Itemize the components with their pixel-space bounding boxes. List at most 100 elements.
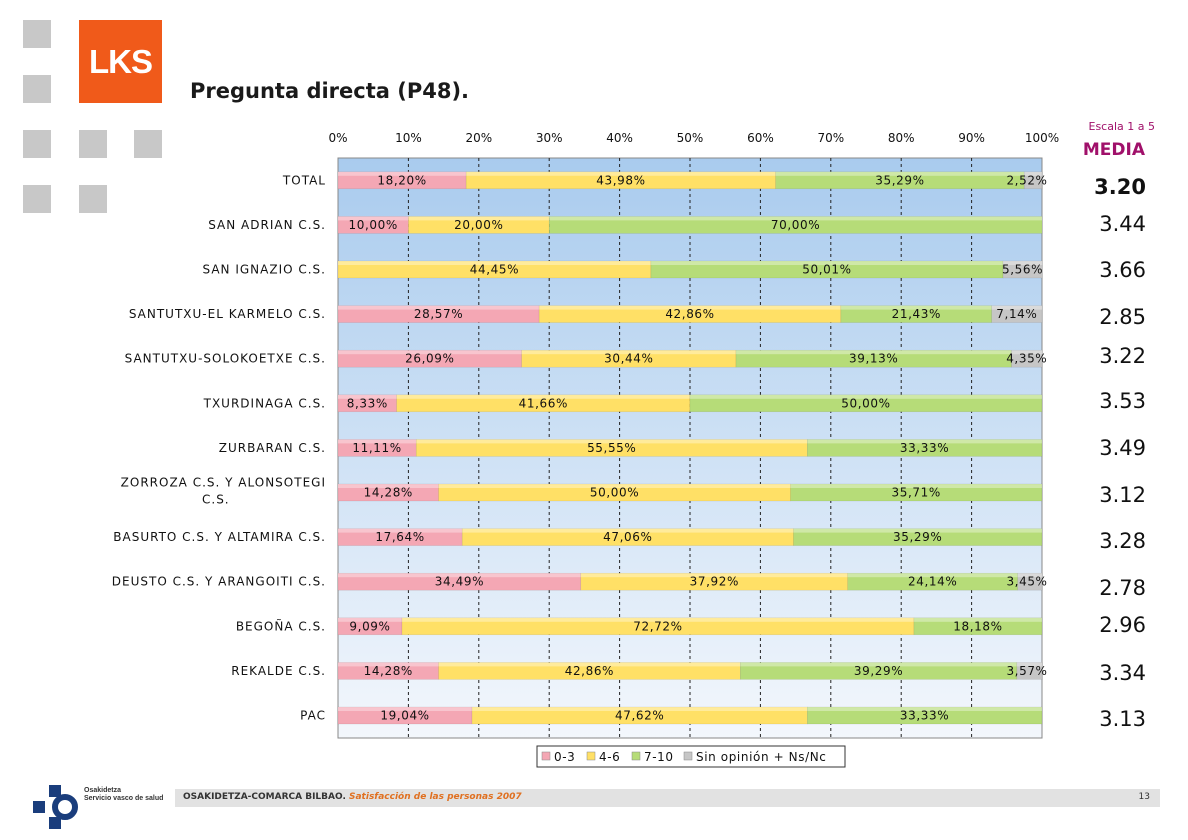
legend-label: Sin opinión + Ns/Nc: [696, 750, 826, 764]
bar-highlight: [338, 439, 417, 444]
x-tick-label: 50%: [677, 131, 704, 145]
lks-logo: LKS: [79, 20, 162, 103]
bar-highlight: [775, 171, 1025, 176]
osakidetza-name: Osakidetza Servicio vasco de salud: [84, 787, 163, 803]
data-label: 24,14%: [908, 575, 957, 589]
data-label: 47,62%: [615, 709, 664, 723]
data-label: 14,28%: [364, 664, 413, 678]
mean-value: 3.22: [1099, 344, 1146, 368]
legend-label: 7-10: [644, 750, 674, 764]
data-label: 33,33%: [900, 441, 949, 455]
data-label: 37,92%: [690, 575, 739, 589]
data-label: 34,49%: [435, 575, 484, 589]
scale-note: Escala 1 a 5: [1088, 120, 1156, 133]
data-label: 5,56%: [1002, 263, 1043, 277]
osakidetza-line2: Servicio vasco de salud: [84, 795, 164, 802]
bar-highlight: [1017, 573, 1042, 578]
data-label: 70,00%: [771, 218, 820, 232]
bar-segment: [793, 528, 1043, 546]
category-label: SAN IGNAZIO C.S.: [202, 263, 326, 277]
data-label: 19,04%: [380, 709, 429, 723]
x-tick-label: 0%: [328, 131, 347, 145]
bar-highlight: [338, 394, 397, 399]
legend-label: 0-3: [554, 750, 575, 764]
bar-highlight: [438, 484, 791, 488]
footer-text: OSAKIDETZA-COMARCA BILBAO. Satisfacción …: [183, 792, 522, 802]
bar-segment: [1002, 260, 1043, 279]
bar-segment: [913, 617, 1043, 636]
footer-org: OSAKIDETZA-COMARCA BILBAO.: [183, 792, 346, 802]
data-label: 42,86%: [665, 307, 714, 321]
category-label: DEUSTO C.S. Y ARANGOITI C.S.: [112, 575, 326, 589]
mean-value: 3.28: [1099, 529, 1146, 553]
legend-swatch: [586, 751, 596, 761]
bar-highlight: [807, 439, 1042, 444]
deco-square: [23, 20, 51, 48]
bar-segment: [991, 305, 1043, 323]
category-label: TXURDINAGA C.S.: [203, 396, 326, 410]
data-label: 39,29%: [854, 664, 903, 678]
data-label: 3,57%: [1006, 664, 1047, 678]
data-label: 11,11%: [352, 441, 401, 455]
bar-segment: [548, 216, 1043, 234]
bar-highlight: [416, 439, 808, 444]
stacked-bar-chart: 0% 10% 20% 30% 40% 50% 60% 70% 80% 90% 100% TOTAL S…: [112, 131, 1059, 768]
bar-segment: [1023, 171, 1043, 190]
data-label: 50,01%: [802, 263, 851, 277]
data-label: 41,66%: [519, 396, 568, 410]
data-label: 72,72%: [633, 619, 682, 633]
category-label: SAN ADRIAN C.S.: [208, 218, 326, 232]
mean-value: 3.34: [1099, 661, 1146, 685]
x-tick-label: 100%: [1025, 131, 1059, 145]
deco-square: [23, 75, 51, 103]
data-labels: 18,20% 43,98% 35,29% 2,52% 10,00% 20,00% 70,00…: [347, 173, 1047, 723]
bar-highlight: [462, 528, 794, 533]
x-tick-label: 70%: [817, 131, 844, 145]
data-label: 50,00%: [590, 486, 639, 500]
data-label: 47,06%: [603, 530, 652, 544]
data-label: 21,43%: [892, 307, 941, 321]
data-label: 35,29%: [893, 530, 942, 544]
bar-segment: [807, 706, 1043, 725]
data-label: 7,14%: [996, 307, 1037, 321]
x-tick-label: 40%: [606, 131, 633, 145]
data-label: 26,09%: [405, 352, 454, 366]
category-label: ZORROZA C.S. Y ALONSOTEGI: [121, 476, 326, 490]
bar-highlight: [438, 662, 741, 667]
category-label-line2: C.S.: [202, 493, 230, 507]
data-label: 33,33%: [900, 709, 949, 723]
data-label: 42,86%: [565, 664, 614, 678]
footer-bar: OSAKIDETZA-COMARCA BILBAO. Satisfacción …: [175, 789, 1160, 807]
bar-highlight: [1011, 350, 1043, 355]
data-label: 35,71%: [892, 486, 941, 500]
bar-highlight: [689, 394, 1042, 399]
data-label: 9,09%: [349, 619, 390, 633]
mean-value: 3.12: [1099, 483, 1146, 507]
page-number: 13: [1138, 792, 1150, 802]
bar-highlight: [650, 261, 1003, 265]
bar-highlight: [338, 707, 473, 711]
x-tick-label: 20%: [465, 131, 492, 145]
bar-highlight: [549, 216, 1042, 221]
category-label: ZURBARAN C.S.: [219, 441, 326, 455]
legend-swatch: [683, 751, 693, 761]
bar-highlight: [472, 707, 808, 711]
deco-square: [79, 130, 107, 158]
mean-value: 3.53: [1099, 389, 1146, 413]
bar-segment: [396, 394, 691, 413]
x-tick-label: 80%: [888, 131, 915, 145]
bar-segment: [1016, 662, 1043, 680]
bar-highlight: [338, 216, 409, 221]
x-tick-label: 60%: [747, 131, 774, 145]
bar-highlight: [1016, 662, 1042, 667]
legend-swatch: [541, 751, 551, 761]
bar-highlight: [735, 350, 1012, 355]
bar-segment: [1017, 572, 1043, 591]
bar-highlight: [408, 216, 550, 221]
data-label: 35,29%: [875, 173, 924, 187]
page-title: Pregunta directa (P48).: [190, 79, 470, 103]
bar-highlight: [396, 394, 690, 399]
legend-label: 4-6: [599, 750, 620, 764]
bar-highlight: [338, 171, 467, 176]
x-tick-label: 30%: [536, 131, 563, 145]
